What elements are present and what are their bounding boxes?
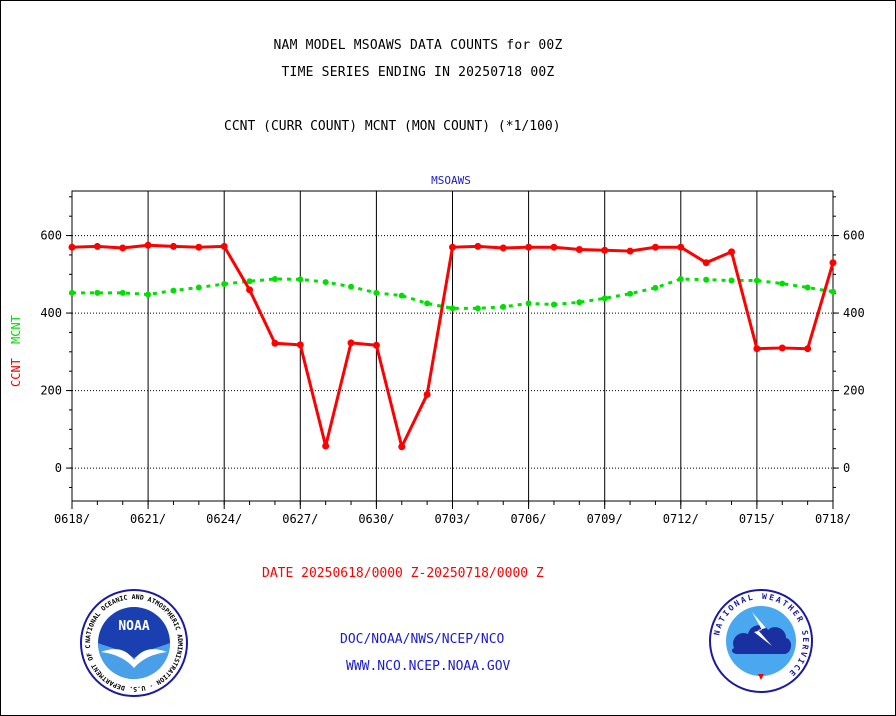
data-point-ccnt [804, 345, 812, 353]
page-subtitle-series: TIME SERIES ENDING IN 20250718 00Z [281, 65, 555, 80]
data-point-ccnt [220, 242, 228, 250]
data-point-ccnt [651, 243, 659, 251]
footer-org-link[interactable]: DOC/NOAA/NWS/NCEP/NCO [340, 632, 505, 647]
y-tick-label-left: 0 [55, 461, 62, 475]
data-point-ccnt [474, 242, 482, 250]
data-point-mcnt [271, 275, 278, 282]
data-point-mcnt [804, 284, 811, 291]
y-tick-label-right: 200 [843, 384, 865, 398]
x-tick-label: 0718/ [815, 512, 851, 526]
data-point-ccnt [601, 246, 609, 254]
data-point-mcnt [728, 277, 735, 284]
data-point-mcnt [677, 275, 684, 282]
date-range-label: DATE 20250618/0000 Z-20250718/0000 Z [262, 566, 544, 581]
data-point-mcnt [145, 291, 152, 298]
y-axis-label-mcnt: MCNT [9, 315, 23, 344]
data-point-ccnt [702, 259, 710, 267]
footer-website-link[interactable]: WWW.NCO.NCEP.NOAA.GOV [346, 659, 511, 674]
y-tick-label-left: 200 [40, 384, 62, 398]
y-tick-label-right: 600 [843, 229, 865, 243]
data-point-ccnt [68, 243, 76, 251]
data-point-mcnt [474, 305, 481, 312]
y-axis-label-ccnt: CCNT [9, 358, 23, 387]
data-point-mcnt [373, 289, 380, 296]
data-point-ccnt [347, 339, 355, 347]
data-point-ccnt [550, 243, 558, 251]
data-point-ccnt [119, 244, 127, 252]
axis-layer: 0618/0621/0624/0627/0630/0703/0706/0709/… [40, 190, 865, 526]
chart-legend-description: CCNT (CURR COUNT) MCNT (MON COUNT) (*1/1… [224, 119, 561, 134]
x-tick-label: 0715/ [739, 512, 775, 526]
data-point-ccnt [296, 341, 304, 349]
data-point-mcnt [500, 303, 507, 310]
data-point-mcnt [195, 284, 202, 291]
data-point-mcnt [779, 280, 786, 287]
data-point-mcnt [246, 278, 253, 285]
x-tick-label: 0621/ [130, 512, 166, 526]
data-point-mcnt [830, 288, 836, 295]
data-point-mcnt [550, 301, 557, 308]
series-layer [68, 241, 837, 451]
data-point-ccnt [271, 339, 279, 347]
x-tick-label: 0712/ [663, 512, 699, 526]
grid-layer [71, 191, 834, 501]
data-point-mcnt [627, 290, 634, 297]
data-point-ccnt [525, 243, 533, 251]
data-point-mcnt [94, 289, 101, 296]
data-point-ccnt [753, 345, 761, 353]
data-point-mcnt [703, 276, 710, 283]
data-point-mcnt [576, 299, 583, 306]
data-point-mcnt [424, 300, 431, 307]
data-point-ccnt [246, 286, 254, 294]
chart-title: MSOAWS [431, 174, 471, 187]
data-point-ccnt [499, 244, 507, 252]
data-point-mcnt [398, 292, 405, 299]
plot-border [71, 190, 834, 502]
x-tick-label: 0630/ [358, 512, 394, 526]
data-point-ccnt [372, 341, 380, 349]
data-point-mcnt [69, 289, 75, 296]
data-point-ccnt [93, 242, 101, 250]
x-tick-label: 0627/ [282, 512, 318, 526]
data-point-mcnt [170, 287, 177, 294]
data-point-mcnt [652, 284, 659, 291]
data-point-mcnt [297, 276, 304, 283]
page-title: NAM MODEL MSOAWS DATA COUNTS for 00Z [273, 38, 563, 53]
data-point-ccnt [677, 243, 685, 251]
x-tick-label: 0709/ [587, 512, 623, 526]
data-point-ccnt [195, 243, 203, 251]
data-point-mcnt [348, 283, 355, 290]
data-point-mcnt [601, 295, 608, 302]
x-tick-label: 0618/ [54, 512, 90, 526]
y-tick-label-right: 0 [843, 461, 850, 475]
data-point-ccnt [449, 243, 456, 251]
data-point-ccnt [728, 248, 736, 256]
data-point-mcnt [322, 279, 329, 286]
x-tick-label: 0624/ [206, 512, 242, 526]
data-point-mcnt [119, 289, 126, 296]
data-point-mcnt [221, 281, 228, 287]
data-point-ccnt [626, 247, 634, 255]
data-point-mcnt [449, 305, 456, 312]
y-tick-label-right: 400 [843, 306, 865, 320]
data-point-ccnt [169, 242, 177, 250]
y-tick-label-left: 600 [40, 229, 62, 243]
nws-logo: NATIONAL WEATHER SERVICE [709, 589, 813, 693]
data-point-ccnt [144, 241, 152, 249]
data-point-ccnt [423, 390, 431, 398]
noaa-logo: NOAA NATIONAL OCEANIC AND ATMOSPHERIC AD… [79, 588, 188, 697]
data-point-ccnt [829, 259, 837, 267]
data-point-mcnt [753, 277, 760, 284]
data-point-mcnt [525, 300, 532, 307]
data-point-ccnt [398, 443, 406, 451]
noaa-logo-text: NOAA [118, 619, 149, 634]
x-tick-label: 0703/ [434, 512, 470, 526]
data-point-ccnt [322, 442, 330, 450]
data-point-ccnt [778, 344, 786, 352]
data-point-ccnt [575, 246, 583, 254]
y-tick-label-left: 400 [40, 306, 62, 320]
x-tick-label: 0706/ [511, 512, 547, 526]
